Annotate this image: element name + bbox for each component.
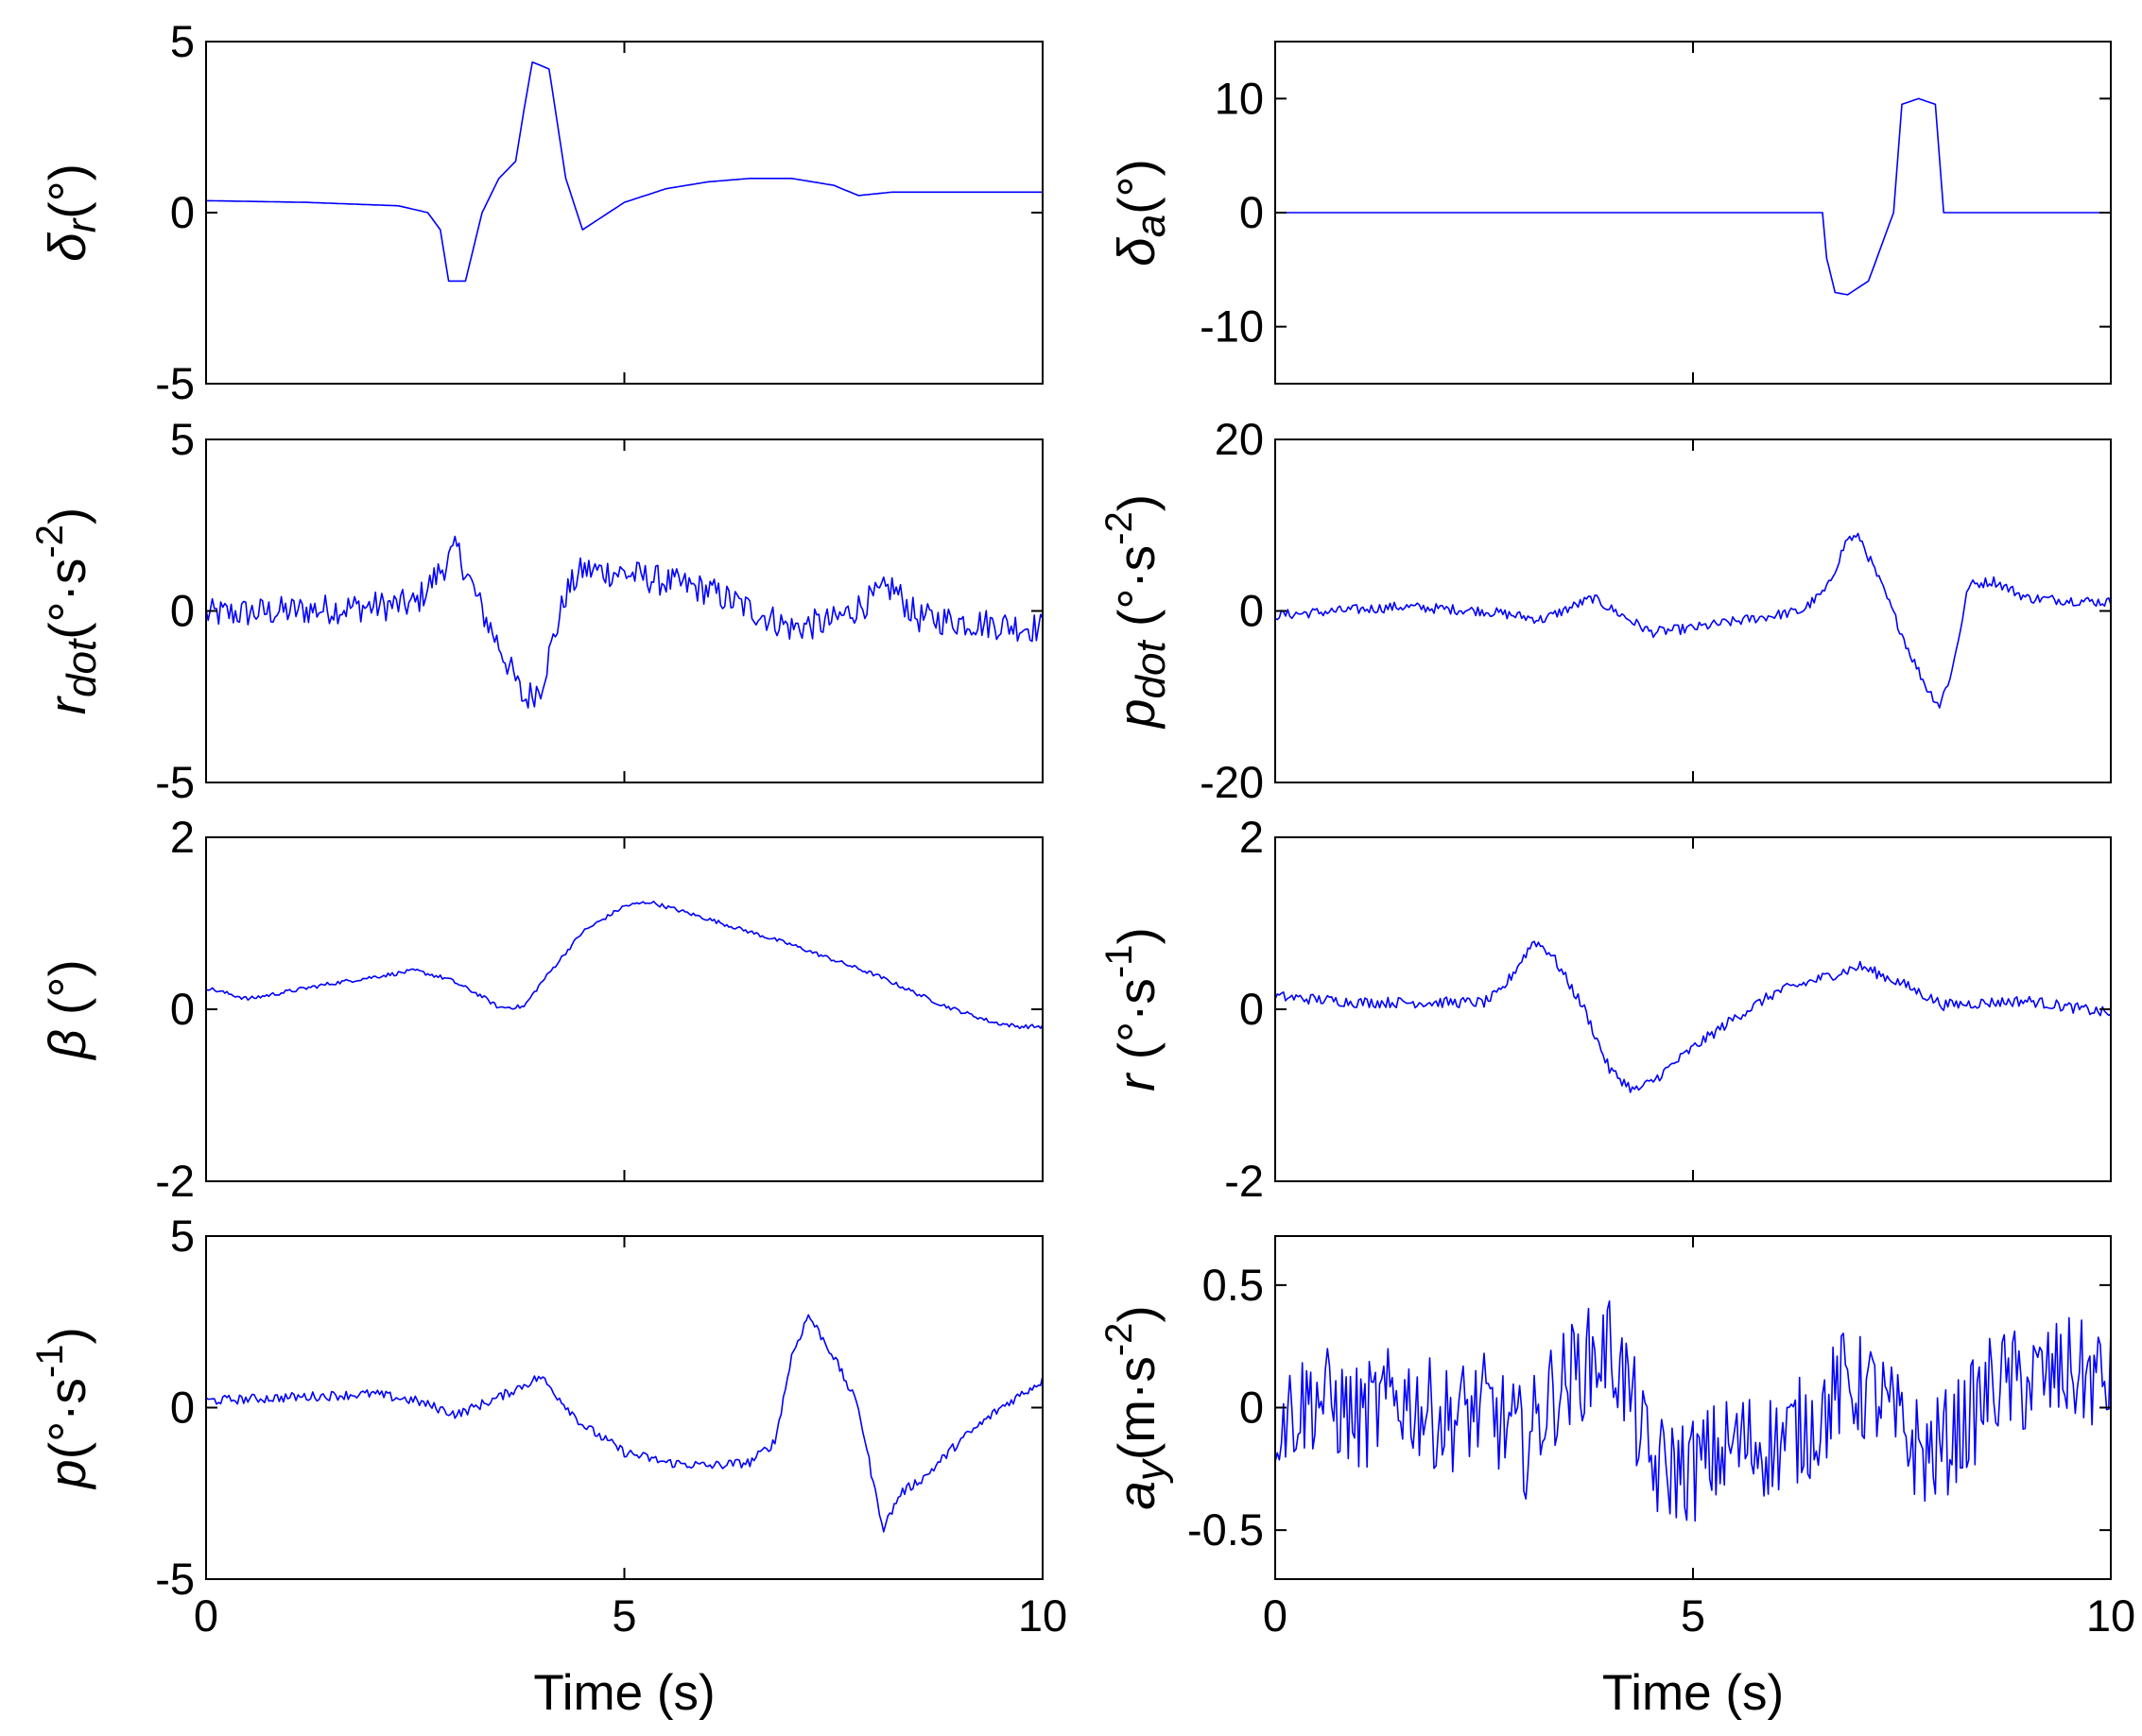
y-axis-superscript: -2 [1098, 511, 1140, 545]
y-tick-label: 10 [1215, 73, 1264, 123]
y-axis-unit-close: ) [38, 1327, 96, 1344]
y-axis-unit: (°·s [38, 559, 96, 640]
y-axis-unit-close: ) [38, 507, 96, 524]
series-line-yaw_accel [205, 535, 1044, 709]
y-axis-label: δa(°) [1107, 159, 1174, 266]
x-tick-label: 10 [1018, 1590, 1067, 1641]
y-axis-symbol: δ [1107, 236, 1166, 266]
y-axis-label: p(°·s-1) [29, 1327, 96, 1490]
y-axis-subscript: r [59, 216, 105, 232]
y-axis-subscript: a [1128, 215, 1174, 237]
y-axis-superscript: -2 [1098, 1323, 1140, 1357]
series-line-roll_rate [205, 1314, 1044, 1533]
y-axis-label: β (°) [38, 959, 96, 1060]
axes-frame [1274, 836, 2112, 1182]
y-tick-label: -5 [155, 757, 195, 807]
y-axis-symbol: p [1107, 698, 1166, 730]
x-tick-label: 5 [1681, 1590, 1705, 1641]
y-axis-unit: (°) [1107, 159, 1166, 215]
x-axis-label: Time (s) [1602, 1665, 1784, 1721]
y-axis-label: ay(m·s-2) [1098, 1305, 1174, 1509]
y-axis-unit: (m·s [1107, 1356, 1166, 1460]
axes-frame [205, 438, 1044, 783]
y-tick-label: 0 [170, 984, 195, 1034]
y-axis-label: rdot(°·s-2) [29, 507, 105, 715]
y-axis-label: δr(°) [38, 163, 105, 262]
y-tick-label: -2 [1224, 1156, 1264, 1206]
series-line-roll_accel [1274, 532, 2112, 709]
y-axis-label: r (°·s-1) [1098, 927, 1166, 1091]
y-axis-subscript: dot [59, 638, 105, 697]
y-tick-label: 2 [170, 812, 195, 862]
x-tick-label: 0 [1263, 1590, 1287, 1641]
y-axis-symbol: r [1107, 1072, 1166, 1091]
axes-frame [205, 1235, 1044, 1580]
y-axis-unit: (°) [38, 959, 96, 1029]
y-tick-label: -5 [155, 1554, 195, 1604]
y-tick-label: 0 [170, 187, 195, 237]
panel-yaw_rate: -2 0 2 r (°·s-1) [1098, 812, 2112, 1206]
panel-lateral_accel: -0.5 0 0.5 0 5 10 Time (s) ay(m·s-2) [1098, 1235, 2135, 1721]
axes-frame [205, 836, 1044, 1182]
y-tick-label: 0 [1239, 984, 1264, 1034]
y-tick-label: -2 [155, 1156, 195, 1206]
y-axis-symbol: r [38, 695, 96, 714]
y-axis-unit: (°·s [38, 1378, 96, 1459]
series-line-rudder [205, 60, 1043, 283]
y-tick-label: 0 [170, 586, 195, 636]
y-tick-label: -20 [1200, 757, 1264, 807]
y-axis-unit-close: ) [1107, 1305, 1166, 1322]
y-tick-label: 20 [1215, 414, 1264, 464]
y-axis-subscript: y [1128, 1457, 1174, 1484]
series-line-lateral_accel [1274, 1300, 2112, 1522]
y-axis-unit: (°·s [1107, 545, 1166, 641]
x-tick-label: 10 [2086, 1590, 2135, 1641]
y-axis-unit: (°·s [1107, 978, 1166, 1074]
panel-sideslip: -2 0 2 β (°) [38, 812, 1044, 1206]
y-tick-label: -10 [1200, 301, 1264, 352]
y-tick-label: 0 [1239, 586, 1264, 636]
y-axis-label: pdot (°·s-2) [1098, 494, 1174, 730]
y-tick-label: 5 [170, 414, 195, 464]
y-tick-label: 5 [170, 1211, 195, 1261]
panel-yaw_accel: -5 0 5 rdot(°·s-2) [29, 414, 1044, 807]
y-axis-symbol: a [1107, 1481, 1166, 1510]
y-axis-symbol: δ [38, 232, 96, 262]
y-axis-superscript: -1 [1098, 945, 1140, 979]
y-axis-subscript: dot [1128, 640, 1174, 699]
y-axis-superscript: -2 [29, 524, 71, 559]
y-axis-symbol: β [38, 1029, 96, 1060]
x-tick-label: 0 [194, 1590, 218, 1641]
panel-rudder: -5 0 5 δr(°) [38, 16, 1044, 408]
axes-frame [1274, 1235, 2112, 1580]
x-axis-label: Time (s) [533, 1665, 715, 1721]
panel-roll_accel: -20 0 20 pdot (°·s-2) [1098, 414, 2112, 807]
y-tick-label: 5 [170, 16, 195, 66]
y-tick-label: 0 [1239, 187, 1264, 237]
y-axis-unit-close: ) [1107, 494, 1166, 511]
y-axis-unit-close: ) [1107, 927, 1166, 944]
y-tick-label: 0.5 [1202, 1260, 1264, 1310]
axes-frame [1274, 438, 2112, 783]
y-tick-label: 0 [170, 1383, 195, 1433]
y-axis-symbol: p [38, 1459, 96, 1490]
x-tick-label: 5 [612, 1590, 636, 1641]
y-axis-unit: (°) [38, 163, 96, 219]
series-line-aileron [1275, 97, 2111, 296]
y-axis-superscript: -1 [29, 1345, 71, 1379]
panel-aileron: -10 0 10 δa(°) [1107, 41, 2112, 385]
y-tick-label: -5 [155, 358, 195, 408]
y-tick-label: -0.5 [1187, 1504, 1264, 1555]
y-tick-label: 0 [1239, 1383, 1264, 1433]
series-line-sideslip [205, 901, 1044, 1030]
axes-frame [205, 41, 1044, 385]
series-line-yaw_rate [1274, 940, 2112, 1093]
y-tick-label: 2 [1239, 812, 1264, 862]
